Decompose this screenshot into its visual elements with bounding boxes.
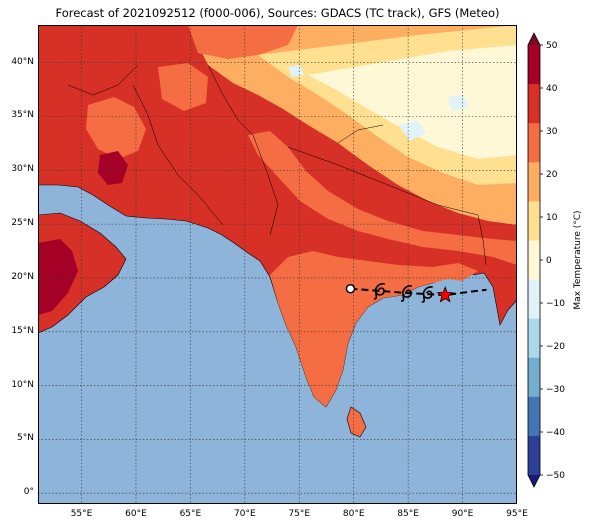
colorbar-min-extend [528, 475, 540, 487]
lon-tick-label: 75°E [288, 509, 311, 519]
track-start-point[interactable] [345, 283, 356, 294]
lon-tick-label: 70°E [234, 509, 256, 519]
lat-tick-label: 0° [23, 487, 34, 498]
lat-tick-label: 35°N [11, 110, 34, 121]
colorbar-band [528, 435, 540, 476]
lon-tick-label: 80°E [342, 509, 365, 519]
lat-tick-label: 30°N [11, 164, 34, 175]
lon-tick-label: 95°E [506, 509, 528, 519]
colorbar-band [528, 84, 540, 124]
colorbar-tick-label: −20 [546, 342, 565, 352]
map-frame [38, 25, 517, 504]
hotspot-iran [98, 151, 128, 185]
colorbar-tick-label: 20 [546, 170, 558, 180]
colorbar-band [528, 318, 540, 359]
central-asia-orange [188, 25, 298, 59]
colorbar-tick-label: −50 [546, 471, 565, 481]
colorbar-band [528, 396, 540, 437]
lat-tick-label: 5°N [17, 433, 34, 444]
colorbar-tick-label: 40 [546, 84, 558, 94]
colorbar-band [528, 357, 540, 398]
tibet-cream [308, 45, 517, 159]
lon-tick-label: 65°E [179, 509, 202, 519]
colorbar-tick-label: 50 [546, 41, 558, 51]
lat-tick-label: 20°N [11, 271, 34, 282]
cyclone-symbol-icon[interactable] [400, 285, 413, 302]
iran-orange-2 [158, 63, 208, 111]
plains-orange [248, 131, 517, 265]
colorbar-band [528, 45, 540, 85]
track-line [350, 287, 487, 297]
snow-patch-3 [288, 65, 304, 77]
snow-patch-1 [398, 121, 426, 141]
country-borders [67, 64, 487, 266]
colorbar-max-extend [528, 33, 540, 45]
cyclone-symbol-icon[interactable] [421, 286, 433, 303]
current-position-star-icon[interactable] [436, 286, 454, 303]
colorbar-tick-label: 0 [546, 256, 552, 266]
map-canvas[interactable] [38, 25, 517, 504]
cyclone-symbol-icon[interactable] [373, 282, 385, 300]
colorbar-tick-label: −30 [546, 385, 565, 395]
lat-tick-label: 10°N [11, 379, 34, 390]
lon-tick-label: 85°E [397, 509, 419, 519]
colorbar-label: Max Temperature (°C) [573, 210, 583, 309]
colorbar: 50 40 30 20 10 0 −10 −20 −30 −40 −50 Max Temperatur… [527, 32, 583, 488]
colorbar-band [528, 162, 540, 202]
lon-tick-label: 60°E [125, 509, 147, 519]
gridlines [38, 25, 517, 504]
lon-tick-label: 90°E [451, 509, 474, 519]
colorbar-tick-label: −40 [546, 428, 565, 438]
lon-tick-label: 55°E [70, 509, 93, 519]
colorbar-band [528, 201, 540, 241]
lat-tick-label: 40°N [11, 56, 34, 67]
colorbar-tick-label: 30 [546, 127, 558, 137]
oman-hotspot [38, 239, 78, 315]
iran-orange [86, 97, 146, 159]
sri-lanka [346, 406, 367, 438]
map-title: Forecast of 2021092512 (f000-006), Sourc… [55, 6, 500, 20]
colorbar-band [528, 240, 540, 281]
cyclone-track[interactable] [345, 282, 487, 303]
map-panel[interactable] [38, 25, 517, 504]
lat-tick-label: 25°N [11, 218, 34, 229]
snow-patch-2 [448, 95, 468, 111]
colorbar-band [528, 123, 540, 163]
colorbar-band [528, 279, 540, 320]
colorbar-tick-label: −10 [546, 299, 565, 309]
peninsula-orange [270, 251, 478, 407]
lat-tick-label: 15°N [11, 325, 34, 336]
colorbar-tick-label: 10 [546, 213, 558, 223]
